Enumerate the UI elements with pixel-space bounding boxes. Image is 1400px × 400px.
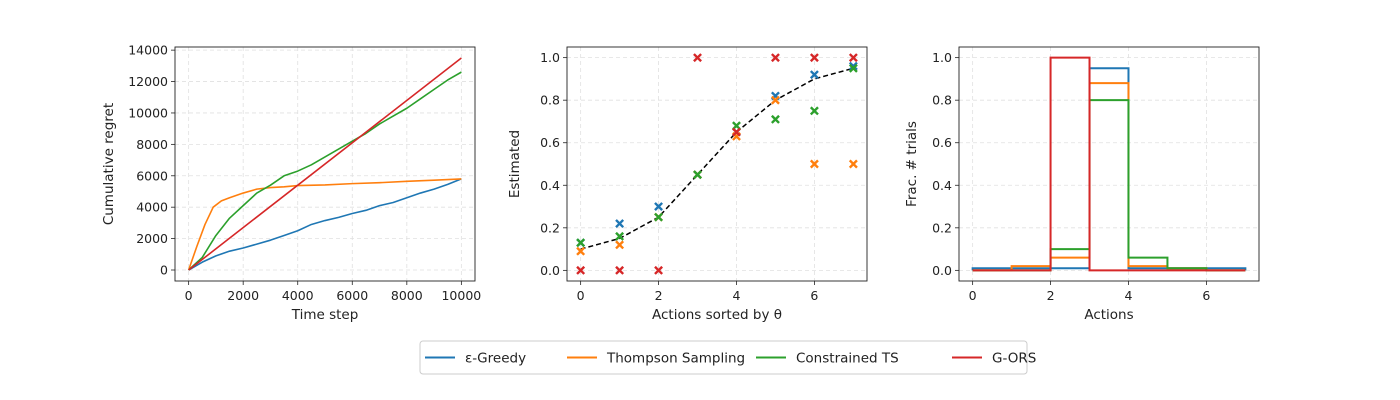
y-tick-label: 10000 [128,105,168,120]
legend-item: G-ORS [952,351,1036,367]
y-tick-label: 0.8 [932,93,952,108]
estimated-values-chart: 0 2 4 6 0.0 0.2 0.4 0.6 0.8 1.0 Actions sorted by … [507,46,868,323]
scatter-point [809,106,819,116]
x-tick-label: 4 [733,288,741,303]
scatter-point [576,265,586,275]
cumulative-regret-chart: 0 2000 4000 6000 8000 10000 0 2000 4000 6000 8000 1… [101,43,481,323]
y-tick-label: 0.0 [932,263,952,278]
series-line [188,57,462,271]
legend-item: Thompson Sampling [567,351,745,367]
legend-item: Constrained TS [756,351,899,367]
x-tick-label: 6000 [336,288,368,303]
y-tick-label: 0.4 [540,178,560,193]
x-tick-label: 4 [1125,288,1133,303]
y-tick-label: 4000 [136,200,168,215]
legend-label: Constrained TS [796,351,899,367]
y-axis-label: Estimated [507,130,523,198]
scatter-point [615,231,625,241]
x-axis-label: Actions sorted by θ [652,307,782,323]
x-tick-label: 0 [969,288,977,303]
y-axis-label: Cumulative regret [101,103,117,225]
step-series [972,56,1246,272]
y-tick-label: 12000 [128,74,168,89]
scatter-point [654,265,664,275]
y-axis-label: Frac. # trials [904,121,920,207]
scatter-point [770,53,780,63]
y-tick-label: 0.2 [540,220,560,235]
x-tick-label: 6 [1202,288,1210,303]
scatter-point [848,159,858,169]
scatter-point [693,53,702,63]
y-tick-label: 14000 [128,43,168,58]
step-series [971,67,1247,271]
x-axis-label: Actions [1084,307,1133,323]
series-line [187,178,462,271]
legend-label: ε-Greedy [465,351,526,367]
scatter-point [809,159,819,169]
scatter-point [809,53,819,63]
scatter-point [576,238,586,248]
x-tick-label: 10000 [441,288,481,303]
scatter-point [654,212,664,222]
scatter-point [615,240,625,250]
x-tick-label: 4000 [282,288,314,303]
y-tick-label: 0.0 [540,263,560,278]
series-line [188,178,462,271]
legend-box [419,340,1028,375]
x-tick-label: 6 [810,288,818,303]
x-tick-label: 2000 [227,288,259,303]
legend-item: ε-Greedy [425,351,526,367]
legend-label: Thompson Sampling [606,351,745,367]
scatter-point [654,202,664,211]
x-tick-label: 0 [185,288,193,303]
legend-label: G-ORS [992,351,1036,367]
y-tick-label: 0.8 [540,93,560,108]
scatter-point [615,219,625,229]
legend: ε-Greedy Thompson Sampling Constrained TS G… [419,340,1036,375]
scatter-point [576,246,586,256]
y-tick-label: 0 [160,263,168,278]
y-tick-label: 1.0 [540,50,560,65]
scatter-point [770,114,780,124]
plot-content [187,57,462,271]
plot-content [576,53,858,275]
y-tick-label: 0.6 [932,135,952,150]
y-tick-label: 0.6 [540,135,560,150]
y-tick-label: 6000 [136,168,168,183]
scatter-point [809,70,819,80]
y-tick-label: 1.0 [932,50,952,65]
x-tick-label: 2 [655,288,663,303]
x-tick-label: 0 [577,288,585,303]
scatter-point [848,61,858,71]
y-tick-label: 2000 [136,231,168,246]
y-tick-label: 8000 [136,137,168,152]
scatter-point [848,63,858,73]
scatter-point [770,95,780,105]
x-tick-label: 8000 [391,288,423,303]
scatter-point [848,53,858,63]
axes-frame [566,46,868,282]
axes-frame [174,46,476,282]
scatter-point [615,265,625,275]
plot-content [971,56,1247,272]
trial-fraction-chart: 0 2 4 6 0.0 0.2 0.4 0.6 0.8 1.0 Actions Frac. # tri… [904,46,1260,323]
y-tick-label: 0.4 [932,178,952,193]
x-axis-label: Time step [291,307,359,323]
step-series [972,82,1246,272]
axes-frame [958,46,1260,282]
y-tick-label: 0.2 [932,220,952,235]
scatter-point [693,170,702,180]
series-line [188,71,462,271]
reference-line [580,67,854,250]
x-tick-label: 2 [1047,288,1055,303]
scatter-point [732,127,741,137]
